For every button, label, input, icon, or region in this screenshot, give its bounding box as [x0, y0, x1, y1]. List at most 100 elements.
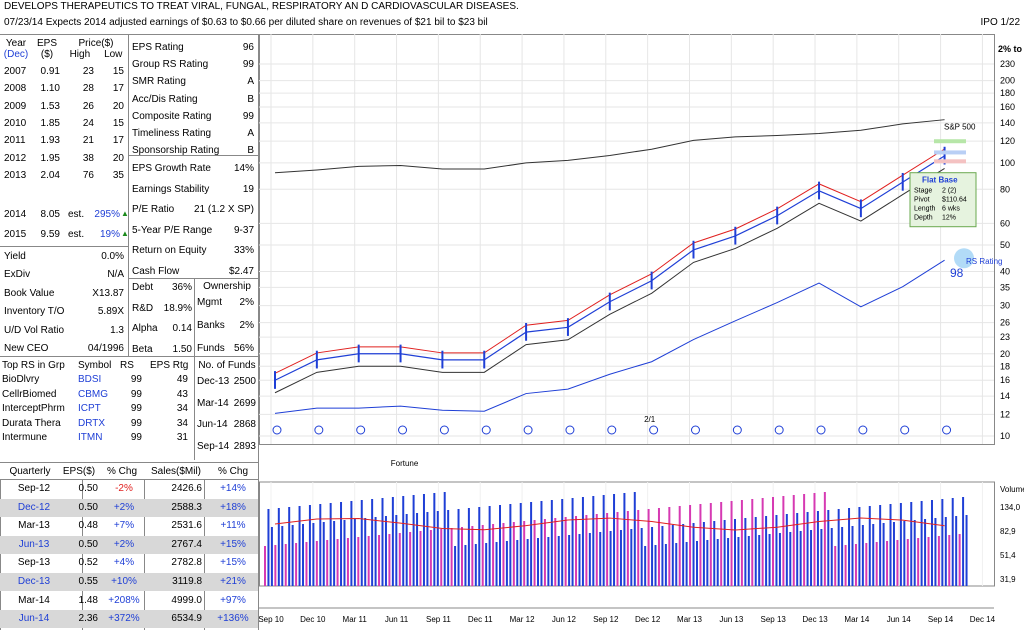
quarter-eps: 0.50	[78, 538, 98, 550]
annual-eps: 1.85	[40, 117, 60, 129]
news-annotation: Fortune	[391, 459, 419, 468]
divider	[0, 479, 258, 480]
volume-tick-label: 31,9	[1000, 575, 1016, 584]
price-tick-label: 100	[1000, 158, 1015, 168]
quarter-sales-chg: +21%	[220, 576, 246, 587]
row-shade	[0, 498, 258, 517]
funds-label: Jun-14	[197, 419, 228, 430]
volume-label: Volume	[1000, 485, 1024, 494]
earnings-marker	[900, 425, 910, 435]
funds-value: 2893	[233, 440, 256, 452]
quarter-eps-chg: +2%	[113, 538, 135, 550]
toprs-eps: 34	[176, 403, 188, 415]
pivot-marker	[934, 150, 966, 155]
own-label: Banks	[197, 320, 225, 331]
x-tick-label: Dec 11	[468, 615, 493, 624]
debt-label: Alpha	[132, 323, 158, 334]
toprs-name: Intermune	[2, 432, 48, 444]
price-tick-label: 35	[1000, 282, 1010, 292]
moving-average-200	[274, 167, 945, 394]
quarter-eps: 0.48	[78, 520, 98, 532]
flat-base-value: 6 wks	[942, 206, 960, 213]
misc-value: N/A	[107, 269, 124, 281]
rs-rating-value: 98	[950, 266, 964, 280]
growth-label: EPS Growth Rate	[132, 163, 211, 174]
toprs-eps: 34	[176, 417, 188, 429]
x-tick-label: Dec 13	[802, 615, 828, 624]
annual-eps: 1.93	[40, 135, 60, 147]
divider	[82, 480, 83, 630]
quarterly-header: EPS($)	[62, 466, 96, 477]
earnings-marker	[398, 425, 408, 435]
growth-value: 33%	[233, 245, 254, 257]
toprs-symbol: ITMN	[78, 432, 103, 444]
earnings-marker	[732, 425, 742, 435]
flat-base-title: Flat Base	[922, 176, 958, 185]
own-value: 56%	[233, 343, 254, 354]
divider	[194, 278, 195, 356]
growth-label: 5-Year P/E Range	[132, 224, 213, 236]
ipo-date: IPO 1/22	[980, 17, 1020, 28]
col-eps-header: EPS ($)	[36, 38, 57, 60]
volume-tick-label: 134,0	[1000, 503, 1021, 512]
quarter-eps: 0.50	[78, 501, 98, 513]
price-tick-label: 180	[1000, 88, 1015, 98]
quarter-eps: 0.55	[78, 576, 98, 587]
price-tick-label: 200	[1000, 76, 1015, 86]
price-tick-label: 12	[1000, 409, 1010, 419]
quarter-eps-chg: +208%	[108, 594, 140, 606]
x-tick-label: Sep 13	[761, 615, 787, 624]
annual-low: 20	[112, 152, 124, 164]
x-tick-label: Sep 11	[426, 615, 451, 624]
annual-high: 28	[82, 83, 94, 95]
growth-label: Return on Equity	[132, 245, 207, 257]
row-shade	[0, 610, 258, 629]
annual-eps: 0.91	[40, 66, 60, 77]
toprs-rs: 99	[130, 403, 142, 415]
misc-label: New CEO	[4, 343, 49, 354]
own-label: Funds	[197, 343, 225, 354]
annual-high: 21	[82, 135, 94, 147]
quarterly-header: % Chg	[217, 466, 248, 477]
earnings-marker	[314, 425, 324, 435]
price-tick-label: 26	[1000, 318, 1010, 328]
earnings-marker	[816, 425, 826, 435]
est-label: est.	[68, 209, 85, 220]
toprs-symbol: CBMG	[78, 388, 108, 400]
toprs-rs: 99	[130, 374, 142, 385]
misc-label: Book Value	[4, 287, 55, 299]
earnings-marker	[523, 425, 533, 435]
divider	[258, 34, 259, 630]
debt-label: R&D	[132, 302, 154, 314]
x-tick-label: Jun 14	[887, 615, 912, 624]
debt-label: Beta	[132, 343, 153, 355]
col-year-header: Year (Dec)	[3, 38, 29, 60]
quarter-label: Mar-14	[18, 594, 50, 606]
quarter-label: Sep-12	[17, 483, 51, 494]
rating-label: Sponsorship Rating	[132, 145, 220, 157]
annual-low: 35	[112, 169, 124, 181]
toprs-header: EPS Rtg	[150, 360, 189, 371]
debt-label: Debt	[132, 282, 154, 293]
x-tick-label: Mar 11	[343, 615, 368, 624]
quarterly-header: Sales($Mil)	[150, 466, 201, 477]
earnings-marker	[356, 425, 366, 435]
annual-year: 2012	[4, 152, 27, 164]
flat-base-value: 2 (2)	[942, 188, 956, 195]
rs-rating-label: RS Rating	[966, 257, 1002, 266]
annual-high: 38	[82, 152, 94, 164]
flat-base-box	[909, 172, 977, 228]
quarter-sales-chg: +97%	[220, 594, 246, 606]
toprs-name: BioDlvry	[2, 374, 40, 385]
price-panel-frame	[259, 34, 995, 445]
sp500-line	[274, 119, 945, 174]
earnings-marker	[774, 425, 784, 435]
divider	[204, 480, 205, 630]
rating-value: A	[247, 76, 254, 88]
price-tick-label: 160	[1000, 102, 1015, 112]
annual-high: 26	[82, 100, 94, 112]
sell-zone-marker	[934, 159, 966, 164]
quarterly-header: Quarterly	[9, 466, 51, 477]
x-tick-label: Sep 14	[928, 615, 954, 624]
company-description: DEVELOPS THERAPEUTICS TO TREAT VIRAL, FU…	[4, 1, 519, 12]
